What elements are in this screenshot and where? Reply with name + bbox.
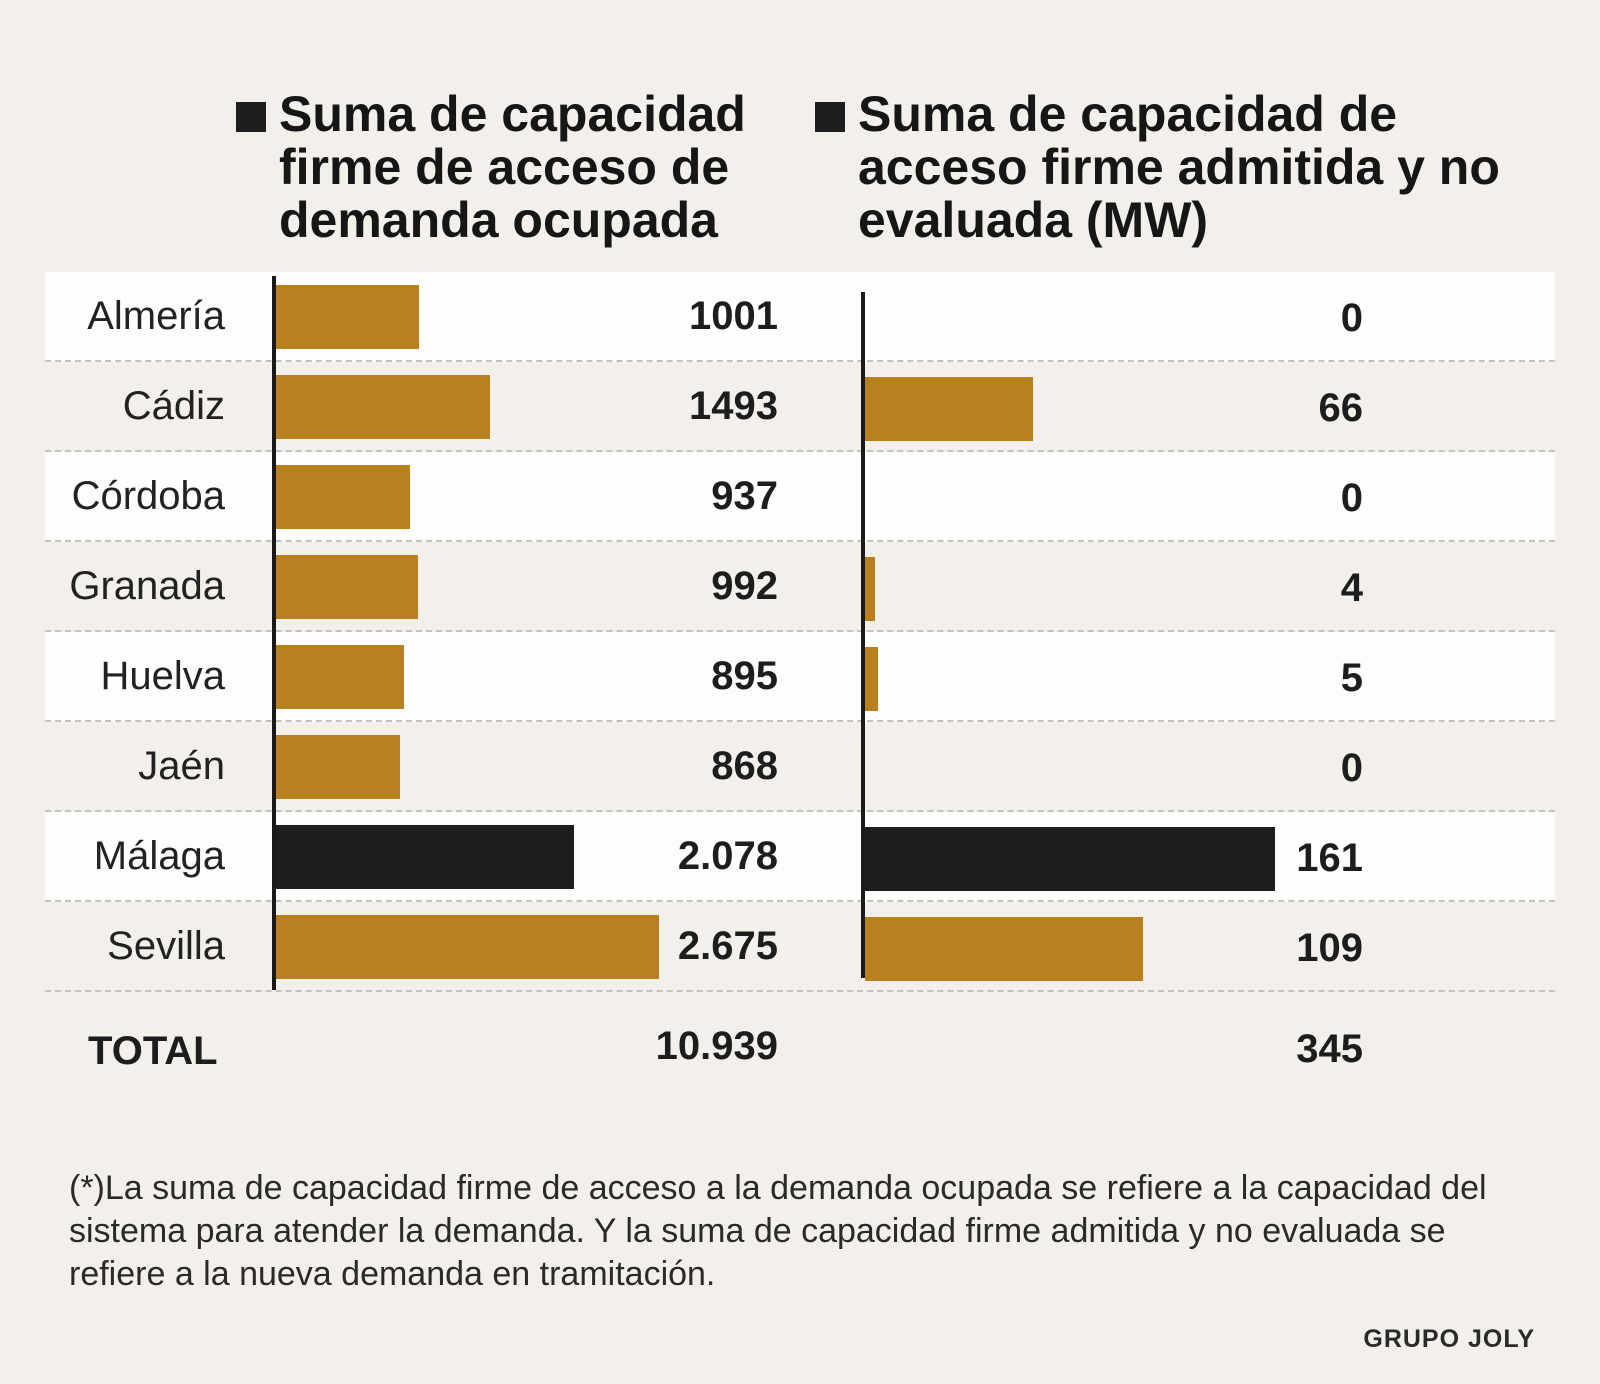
bar-admitida-no-evaluada bbox=[865, 377, 1034, 441]
legend-right: Suma de capacidad de acceso firme admiti… bbox=[815, 88, 1575, 247]
bar-demanda-ocupada bbox=[276, 825, 574, 889]
bar-admitida-no-evaluada bbox=[865, 647, 878, 711]
bar-demanda-ocupada bbox=[276, 465, 411, 529]
total-label: TOTAL bbox=[88, 1029, 218, 1073]
credit: GRUPO JOLY bbox=[1363, 1325, 1535, 1353]
legend-left-label: Suma de capacidad firme de acceso de dem… bbox=[279, 86, 746, 248]
value-label-admitida-no-evaluada: 109 bbox=[1296, 926, 1363, 970]
legend-left: Suma de capacidad firme de acceso de dem… bbox=[236, 88, 756, 247]
legend-square-icon bbox=[236, 102, 266, 132]
value-label-demanda-ocupada: 1001 bbox=[689, 294, 778, 338]
value-label-admitida-no-evaluada: 0 bbox=[1340, 476, 1363, 520]
category-label: Almería bbox=[87, 293, 225, 338]
value-label-demanda-ocupada: 2.675 bbox=[677, 924, 778, 968]
bar-admitida-no-evaluada bbox=[865, 917, 1143, 981]
value-label-admitida-no-evaluada: 66 bbox=[1318, 386, 1364, 430]
total-value-admitida-no-evaluada: 345 bbox=[1296, 1027, 1363, 1071]
value-label-demanda-ocupada: 868 bbox=[711, 744, 778, 788]
footnote: (*)La suma de capacidad firme de acceso … bbox=[69, 1169, 1487, 1293]
legend-right-label: Suma de capacidad de acceso firme admiti… bbox=[858, 86, 1500, 248]
bar-admitida-no-evaluada bbox=[865, 557, 876, 621]
category-label: Córdoba bbox=[71, 473, 225, 518]
category-label: Málaga bbox=[93, 833, 225, 878]
value-label-admitida-no-evaluada: 0 bbox=[1340, 746, 1363, 790]
value-label-admitida-no-evaluada: 0 bbox=[1340, 296, 1363, 340]
value-label-demanda-ocupada: 2.078 bbox=[677, 834, 778, 878]
bar-demanda-ocupada bbox=[276, 645, 405, 709]
value-label-demanda-ocupada: 937 bbox=[711, 474, 778, 518]
value-label-demanda-ocupada: 992 bbox=[711, 564, 778, 608]
category-label: Jaén bbox=[138, 743, 225, 788]
category-label: Huelva bbox=[100, 653, 225, 698]
right-axis-line bbox=[861, 292, 865, 978]
legend-square-icon bbox=[815, 102, 845, 132]
value-label-admitida-no-evaluada: 4 bbox=[1340, 566, 1363, 610]
value-label-admitida-no-evaluada: 161 bbox=[1296, 836, 1363, 880]
bar-demanda-ocupada bbox=[276, 375, 490, 439]
total-value-demanda-ocupada: 10.939 bbox=[655, 1024, 778, 1068]
bar-demanda-ocupada bbox=[276, 555, 419, 619]
bar-demanda-ocupada bbox=[276, 285, 420, 349]
bar-demanda-ocupada bbox=[276, 735, 401, 799]
bar-admitida-no-evaluada bbox=[865, 827, 1275, 891]
bar-demanda-ocupada bbox=[276, 915, 659, 979]
category-label: Granada bbox=[69, 563, 225, 608]
value-label-demanda-ocupada: 1493 bbox=[689, 384, 778, 428]
left-axis-line bbox=[272, 276, 276, 990]
value-label-demanda-ocupada: 895 bbox=[711, 654, 778, 698]
category-label: Sevilla bbox=[107, 923, 225, 968]
value-label-admitida-no-evaluada: 5 bbox=[1340, 656, 1363, 700]
category-label: Cádiz bbox=[122, 383, 225, 428]
